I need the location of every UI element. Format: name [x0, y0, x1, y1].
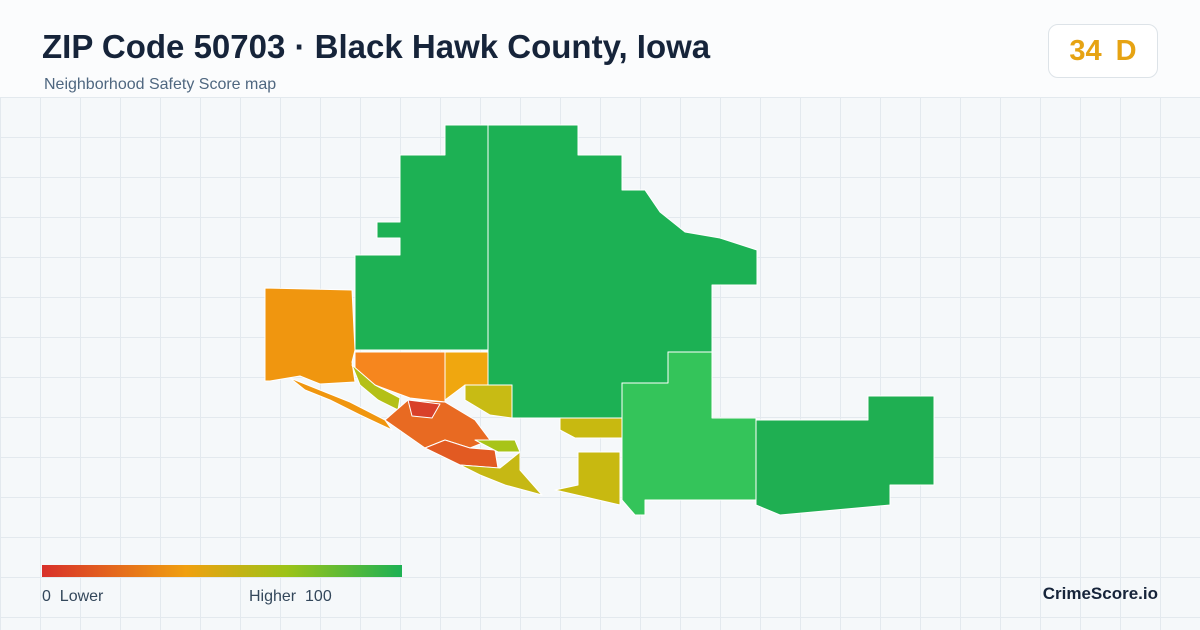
- region: [354, 351, 446, 403]
- score-badge: 34 D: [1048, 24, 1158, 78]
- legend-min-label: Lower: [59, 588, 104, 605]
- legend-max-value: 100: [305, 588, 332, 605]
- region: [407, 399, 441, 419]
- region: [354, 124, 489, 351]
- region: [755, 395, 935, 516]
- region: [559, 417, 623, 439]
- region: [554, 451, 621, 506]
- legend-min: 0 Lower: [42, 588, 103, 606]
- region: [621, 351, 757, 516]
- legend-max: Higher 100: [249, 588, 332, 606]
- region: [487, 124, 758, 419]
- score-value: 34: [1069, 34, 1102, 67]
- region: [464, 384, 513, 419]
- legend-max-label: Higher: [249, 588, 297, 605]
- region: [289, 377, 393, 431]
- brand: CrimeScore.io: [1042, 584, 1158, 603]
- header: [0, 0, 1200, 97]
- legend-min-value: 0: [42, 588, 51, 605]
- region: [459, 451, 543, 496]
- title: ZIP Code 50703 · Black Hawk County, Iowa: [42, 28, 711, 65]
- subtitle: Neighborhood Safety Score map: [44, 76, 277, 93]
- score-grade: D: [1115, 34, 1137, 67]
- legend-gradient: [42, 565, 402, 577]
- region: [264, 287, 356, 385]
